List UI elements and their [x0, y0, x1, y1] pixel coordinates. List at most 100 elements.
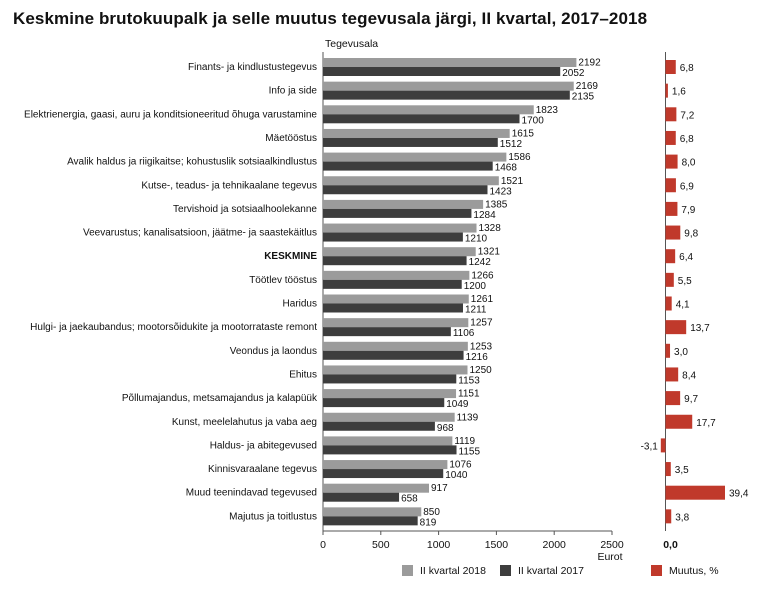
value-label-2018: 1521 — [501, 176, 524, 187]
value-label-2018: 850 — [423, 507, 440, 518]
bar-2017 — [323, 137, 498, 147]
bar-2017 — [323, 114, 520, 124]
change-value-label: 3,5 — [675, 465, 689, 476]
category-label: Kutse-, teadus- ja tehnikaalane tegevus — [141, 180, 317, 191]
change-value-label: 4,1 — [676, 300, 690, 311]
bar-2018 — [323, 81, 574, 91]
bar-2018 — [323, 176, 499, 186]
value-label-2017: 1423 — [489, 186, 512, 197]
bar-2017 — [323, 208, 472, 218]
change-bar — [665, 83, 668, 98]
change-bar — [665, 130, 676, 145]
change-value-label: 3,8 — [675, 512, 689, 523]
change-bar — [665, 485, 725, 500]
bar-2017 — [323, 469, 444, 479]
value-label-2018: 1076 — [449, 460, 472, 471]
x-tick-label: 2500 — [600, 539, 624, 551]
category-label: Veevarustus; kanalisatsioon, jäätme- ja … — [83, 228, 317, 239]
change-bar — [665, 272, 674, 287]
value-label-2018: 2192 — [578, 58, 601, 69]
value-label-2017: 1040 — [445, 470, 468, 481]
change-bar — [665, 343, 671, 358]
value-label-2017: 1512 — [500, 139, 523, 150]
category-label: Haldus- ja abitegevused — [210, 440, 317, 451]
category-label: Kunst, meelelahutus ja vaba aeg — [172, 417, 317, 428]
bar-2017 — [323, 303, 463, 313]
bar-2018 — [323, 294, 469, 304]
change-value-label: 9,7 — [684, 394, 698, 405]
value-label-2018: 1250 — [470, 365, 493, 376]
value-label-2018: 1615 — [512, 128, 535, 139]
bar-2018 — [323, 389, 457, 399]
category-label: Majutus ja toitlustus — [229, 511, 317, 522]
change-value-label: 9,8 — [684, 229, 698, 240]
change-value-label: 8,0 — [682, 158, 696, 169]
change-bar — [665, 296, 672, 311]
bar-2018 — [323, 58, 577, 67]
bar-2017 — [323, 492, 400, 502]
bar-2018 — [323, 436, 453, 446]
change-value-label: 7,9 — [681, 205, 695, 216]
change-value-label: 8,4 — [682, 370, 696, 381]
bar-2017 — [323, 232, 463, 242]
value-label-2017: 1216 — [466, 352, 489, 363]
value-label-2017: 1153 — [458, 375, 480, 386]
bar-2018 — [323, 105, 534, 115]
change-value-label: 3,0 — [674, 347, 688, 358]
bar-2017 — [323, 327, 451, 337]
legend-label-2018: II kvartal 2018 — [420, 565, 486, 577]
category-label: Ehitus — [289, 369, 317, 380]
value-label-2018: 1151 — [458, 389, 480, 400]
value-label-2018: 1261 — [471, 294, 494, 305]
value-label-2017: 1700 — [522, 115, 545, 126]
bar-2018 — [323, 247, 476, 257]
value-label-2017: 1049 — [446, 399, 469, 410]
value-label-2017: 968 — [437, 423, 454, 434]
category-label: KESKMINE — [264, 251, 317, 262]
category-label: Veondus ja laondus — [230, 346, 317, 357]
value-label-2018: 917 — [431, 483, 448, 494]
value-label-2018: 1257 — [470, 318, 493, 329]
legend-swatch-2018 — [402, 565, 413, 576]
change-bar — [665, 60, 676, 74]
category-label: Hulgi- ja jaekaubandus; mootorsõidukite … — [30, 322, 317, 333]
change-value-label: 6,4 — [679, 252, 693, 263]
x-tick-label: 2000 — [543, 539, 567, 551]
bar-2017 — [323, 279, 462, 289]
change-bar — [665, 178, 676, 193]
change-value-label: 7,2 — [680, 110, 694, 121]
bar-2018 — [323, 412, 455, 422]
value-label-2017: 2052 — [562, 68, 585, 79]
change-value-label: 5,5 — [678, 276, 692, 287]
value-label-2018: 1823 — [536, 105, 559, 116]
value-label-2018: 1586 — [508, 152, 531, 163]
bar-2017 — [323, 374, 457, 384]
value-label-2018: 1119 — [454, 436, 475, 447]
bar-2018 — [323, 341, 468, 351]
change-bar — [665, 249, 676, 264]
change-value-label: 6,8 — [680, 134, 694, 145]
bar-2018 — [323, 270, 470, 280]
change-bar — [665, 320, 687, 335]
bar-2018 — [323, 507, 422, 517]
x-axis-unit-label: Eurot — [597, 551, 622, 563]
value-label-2018: 1385 — [485, 199, 508, 210]
bar-2018 — [323, 318, 469, 328]
bar-2017 — [323, 256, 467, 266]
bar-2018 — [323, 128, 510, 138]
category-axis-header: Tegevusala — [325, 38, 379, 50]
value-label-2017: 1284 — [473, 210, 496, 221]
bar-2017 — [323, 161, 493, 171]
category-label: Elektrienergia, gaasi, auru ja konditsio… — [24, 109, 317, 120]
legend-swatch-change — [651, 565, 662, 576]
change-value-label: 6,9 — [680, 181, 694, 192]
bar-2017 — [323, 350, 464, 360]
bar-2017 — [323, 445, 457, 455]
category-label: Töötlev tööstus — [249, 275, 317, 286]
bar-2018 — [323, 460, 448, 470]
value-label-2018: 1328 — [479, 223, 502, 234]
category-label: Info ja side — [269, 86, 318, 97]
legend-label-2017: II kvartal 2017 — [518, 565, 584, 577]
value-label-2018: 2169 — [576, 81, 599, 92]
